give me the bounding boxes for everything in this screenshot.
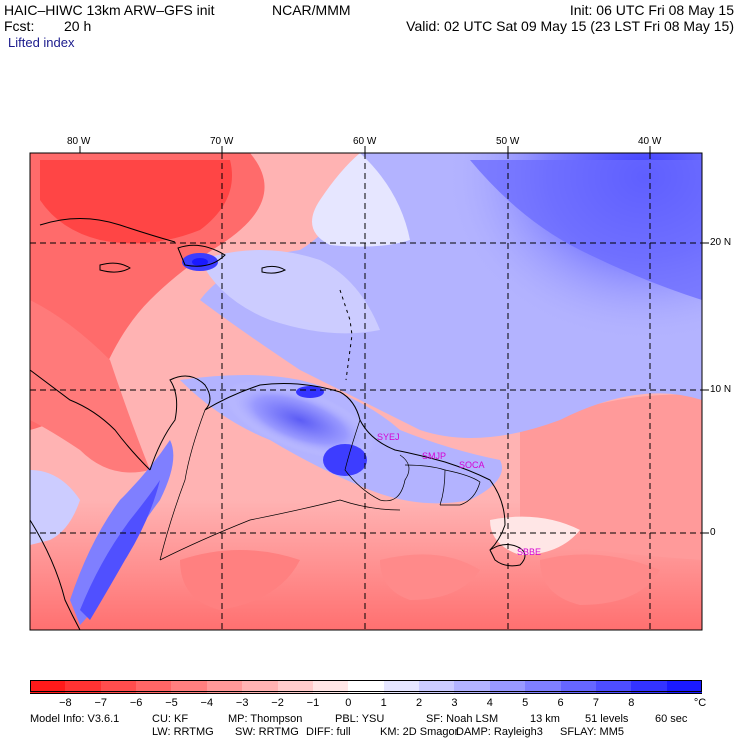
colorbar-tick-label: −4 bbox=[200, 697, 214, 709]
footer-mp: MP: Thompson bbox=[228, 713, 303, 725]
colorbar-tick-label: −1 bbox=[306, 697, 320, 709]
footer-pbl: PBL: YSU bbox=[335, 713, 385, 725]
valid-time: Valid: 02 UTC Sat 09 May 15 (23 LST Fri … bbox=[406, 18, 734, 34]
central-america-coast bbox=[29, 369, 151, 471]
organization-label: NCAR/MMM bbox=[272, 2, 351, 18]
colorbar-tick-label: −2 bbox=[271, 697, 284, 709]
lon-label-60w: 60 W bbox=[353, 136, 377, 147]
lesser-antilles bbox=[339, 289, 353, 381]
forecast-label: Fcst: bbox=[4, 18, 35, 34]
cuba-coast bbox=[39, 218, 176, 243]
colorbar-tick-label: 1 bbox=[380, 697, 387, 709]
lon-label-70w: 70 W bbox=[210, 136, 234, 147]
footer-levels: 51 levels bbox=[585, 713, 629, 725]
footer-damp: DAMP: Rayleigh3 bbox=[456, 726, 543, 738]
colorbar-tick-label: 0 bbox=[345, 697, 352, 709]
field-name: Lifted index bbox=[8, 35, 75, 50]
colorbar-tick-label: 7 bbox=[592, 697, 599, 709]
colorbar-tick-label: 8 bbox=[628, 697, 635, 709]
footer-cu: CU: KF bbox=[152, 713, 189, 725]
init-time: Init: 06 UTC Fri 08 May 15 bbox=[569, 2, 734, 18]
footer-sflay: SFLAY: MM5 bbox=[560, 726, 624, 738]
border-colombia-venezuela bbox=[159, 409, 206, 561]
lat-label-10n: 10 N bbox=[710, 384, 732, 395]
pacific-coast bbox=[29, 519, 81, 631]
field-shading bbox=[30, 153, 702, 630]
map-frame bbox=[29, 152, 703, 631]
station-label-syej: SYEJ bbox=[377, 432, 400, 442]
colorbar-tick-label: 3 bbox=[451, 697, 458, 709]
colorbar-tick-label: −3 bbox=[235, 697, 249, 709]
colorbar-tick-label: −8 bbox=[59, 697, 72, 709]
footer-resolution: 13 km bbox=[530, 713, 560, 725]
south-america-coast bbox=[149, 375, 506, 551]
footer-sw: SW: RRTMG bbox=[235, 726, 299, 738]
footer-sf: SF: Noah LSM bbox=[426, 713, 499, 725]
lon-label-50w: 50 W bbox=[496, 136, 520, 147]
lon-label-40w: 40 W bbox=[638, 136, 662, 147]
border-french-guiana bbox=[440, 469, 481, 506]
border-guyana bbox=[344, 419, 410, 502]
footer-model-info: Model Info: V3.6.1 bbox=[30, 713, 120, 725]
lat-label-20n: 20 N bbox=[710, 237, 732, 248]
marajo-island bbox=[489, 544, 526, 567]
footer-diff: DIFF: full bbox=[306, 726, 351, 738]
colorbar-unit: °C bbox=[693, 697, 707, 709]
puerto-rico-coast bbox=[261, 265, 287, 274]
forecast-hour: 20 h bbox=[64, 18, 92, 34]
colorbar-tick-label: 2 bbox=[415, 697, 423, 709]
station-label-smjp: SMJP bbox=[422, 451, 447, 461]
station-label-soca: SOCA bbox=[459, 460, 485, 470]
colorbar-tick-label: 4 bbox=[486, 697, 493, 709]
footer-timestep: 60 sec bbox=[655, 713, 688, 725]
colorbar-frame bbox=[30, 680, 702, 692]
jamaica-coast bbox=[99, 262, 131, 273]
frame-ticks bbox=[79, 146, 709, 534]
model-title: HAIC–HIWC 13km ARW–GFS init bbox=[4, 2, 215, 18]
colorbar-tick-label: 5 bbox=[522, 697, 529, 709]
footer-lw: LW: RRTMG bbox=[152, 726, 214, 738]
graticule bbox=[30, 153, 702, 630]
colorbar-tick-label: 6 bbox=[557, 697, 564, 709]
lat-label-0: 0 bbox=[710, 527, 716, 538]
colorbar-tick-label: −6 bbox=[129, 697, 143, 709]
colorbar-tick-label: −5 bbox=[165, 697, 178, 709]
lon-label-80w: 80 W bbox=[67, 136, 91, 147]
coastlines bbox=[29, 218, 526, 631]
footer-km: KM: 2D Smagor bbox=[380, 726, 459, 738]
colorbar-tick-label: −7 bbox=[94, 697, 108, 709]
station-label-sbbe: SBBE bbox=[517, 547, 542, 557]
hispaniola-coast bbox=[177, 244, 226, 267]
